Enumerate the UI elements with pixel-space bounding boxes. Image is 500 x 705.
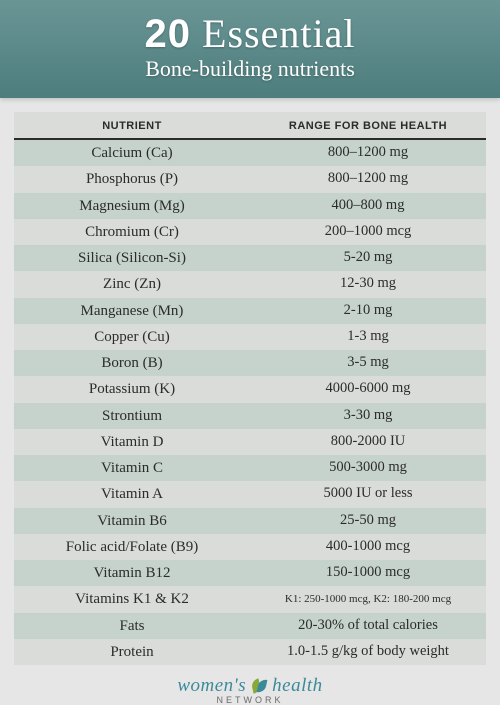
range-cell: 3-5 mg (250, 350, 486, 376)
range-cell: 150-1000 mcg (250, 560, 486, 586)
header-title: 20 Essential (0, 14, 500, 54)
range-cell: 500-3000 mg (250, 455, 486, 481)
table-row: Boron (B)3-5 mg (14, 350, 486, 376)
range-cell: 25-50 mg (250, 508, 486, 534)
range-cell: 1.0-1.5 g/kg of body weight (250, 639, 486, 665)
range-cell: 12-30 mg (250, 271, 486, 297)
table-row: Protein1.0-1.5 g/kg of body weight (14, 639, 486, 665)
header-banner: 20 Essential Bone-building nutrients (0, 0, 500, 98)
table-row: Vitamin D800-2000 IU (14, 429, 486, 455)
nutrient-cell: Vitamin A (14, 481, 250, 507)
nutrients-table: NUTRIENT RANGE FOR BONE HEALTH Calcium (… (14, 112, 486, 665)
range-cell: 4000-6000 mg (250, 376, 486, 402)
range-cell: 3-30 mg (250, 403, 486, 429)
table-row: Potassium (K)4000-6000 mg (14, 376, 486, 402)
table-row: Manganese (Mn)2-10 mg (14, 298, 486, 324)
range-cell: 5-20 mg (250, 245, 486, 271)
nutrient-cell: Manganese (Mn) (14, 298, 250, 324)
brand-logo: women's health (177, 675, 322, 697)
table-row: Vitamin C500-3000 mg (14, 455, 486, 481)
logo-word-1: women's (177, 675, 246, 697)
table-row: Fats20-30% of total calories (14, 613, 486, 639)
nutrient-cell: Silica (Silicon-Si) (14, 245, 250, 271)
nutrient-cell: Vitamin B12 (14, 560, 250, 586)
nutrient-cell: Vitamin B6 (14, 508, 250, 534)
range-cell: 400–800 mg (250, 193, 486, 219)
nutrient-cell: Vitamin C (14, 455, 250, 481)
table-header-row: NUTRIENT RANGE FOR BONE HEALTH (14, 112, 486, 140)
header-subtitle: Bone-building nutrients (0, 56, 500, 82)
logo-word-2: health (272, 675, 323, 697)
table-row: Silica (Silicon-Si)5-20 mg (14, 245, 486, 271)
nutrient-cell: Boron (B) (14, 350, 250, 376)
range-cell: 200–1000 mcg (250, 219, 486, 245)
nutrient-cell: Vitamin D (14, 429, 250, 455)
leaf-icon (252, 677, 266, 695)
table-row: Magnesium (Mg)400–800 mg (14, 193, 486, 219)
range-cell: 800–1200 mg (250, 140, 486, 166)
nutrient-cell: Vitamins K1 & K2 (14, 586, 250, 612)
header-word: Essential (202, 11, 355, 56)
nutrient-cell: Strontium (14, 403, 250, 429)
nutrient-cell: Protein (14, 639, 250, 665)
table-row: Chromium (Cr)200–1000 mcg (14, 219, 486, 245)
table-row: Calcium (Ca)800–1200 mg (14, 140, 486, 166)
range-cell: 400-1000 mcg (250, 534, 486, 560)
nutrient-cell: Zinc (Zn) (14, 271, 250, 297)
table-row: Vitamin B12150-1000 mcg (14, 560, 486, 586)
nutrient-cell: Potassium (K) (14, 376, 250, 402)
nutrient-cell: Chromium (Cr) (14, 219, 250, 245)
range-cell: 800–1200 mg (250, 166, 486, 192)
table-row: Zinc (Zn)12-30 mg (14, 271, 486, 297)
table-row: Vitamin B625-50 mg (14, 508, 486, 534)
table-row: Folic acid/Folate (B9)400-1000 mcg (14, 534, 486, 560)
col-header-range: RANGE FOR BONE HEALTH (250, 112, 486, 138)
nutrient-cell: Fats (14, 613, 250, 639)
col-header-nutrient: NUTRIENT (14, 112, 250, 138)
nutrient-cell: Folic acid/Folate (B9) (14, 534, 250, 560)
table-row: Vitamin A5000 IU or less (14, 481, 486, 507)
footer: women's health NETWORK (0, 665, 500, 705)
nutrient-cell: Copper (Cu) (14, 324, 250, 350)
logo-tagline: NETWORK (0, 695, 500, 705)
range-cell: 800-2000 IU (250, 429, 486, 455)
nutrient-cell: Phosphorus (P) (14, 166, 250, 192)
table-body: Calcium (Ca)800–1200 mgPhosphorus (P)800… (14, 140, 486, 665)
table-row: Copper (Cu)1-3 mg (14, 324, 486, 350)
table-row: Phosphorus (P)800–1200 mg (14, 166, 486, 192)
range-cell: 1-3 mg (250, 324, 486, 350)
range-cell: 5000 IU or less (250, 481, 486, 507)
table-row: Strontium3-30 mg (14, 403, 486, 429)
table-row: Vitamins K1 & K2K1: 250-1000 mcg, K2: 18… (14, 586, 486, 612)
header-number: 20 (145, 12, 192, 56)
range-cell: 2-10 mg (250, 298, 486, 324)
nutrient-cell: Calcium (Ca) (14, 140, 250, 166)
range-cell: 20-30% of total calories (250, 613, 486, 639)
range-cell: K1: 250-1000 mcg, K2: 180-200 mcg (250, 586, 486, 612)
nutrient-cell: Magnesium (Mg) (14, 193, 250, 219)
